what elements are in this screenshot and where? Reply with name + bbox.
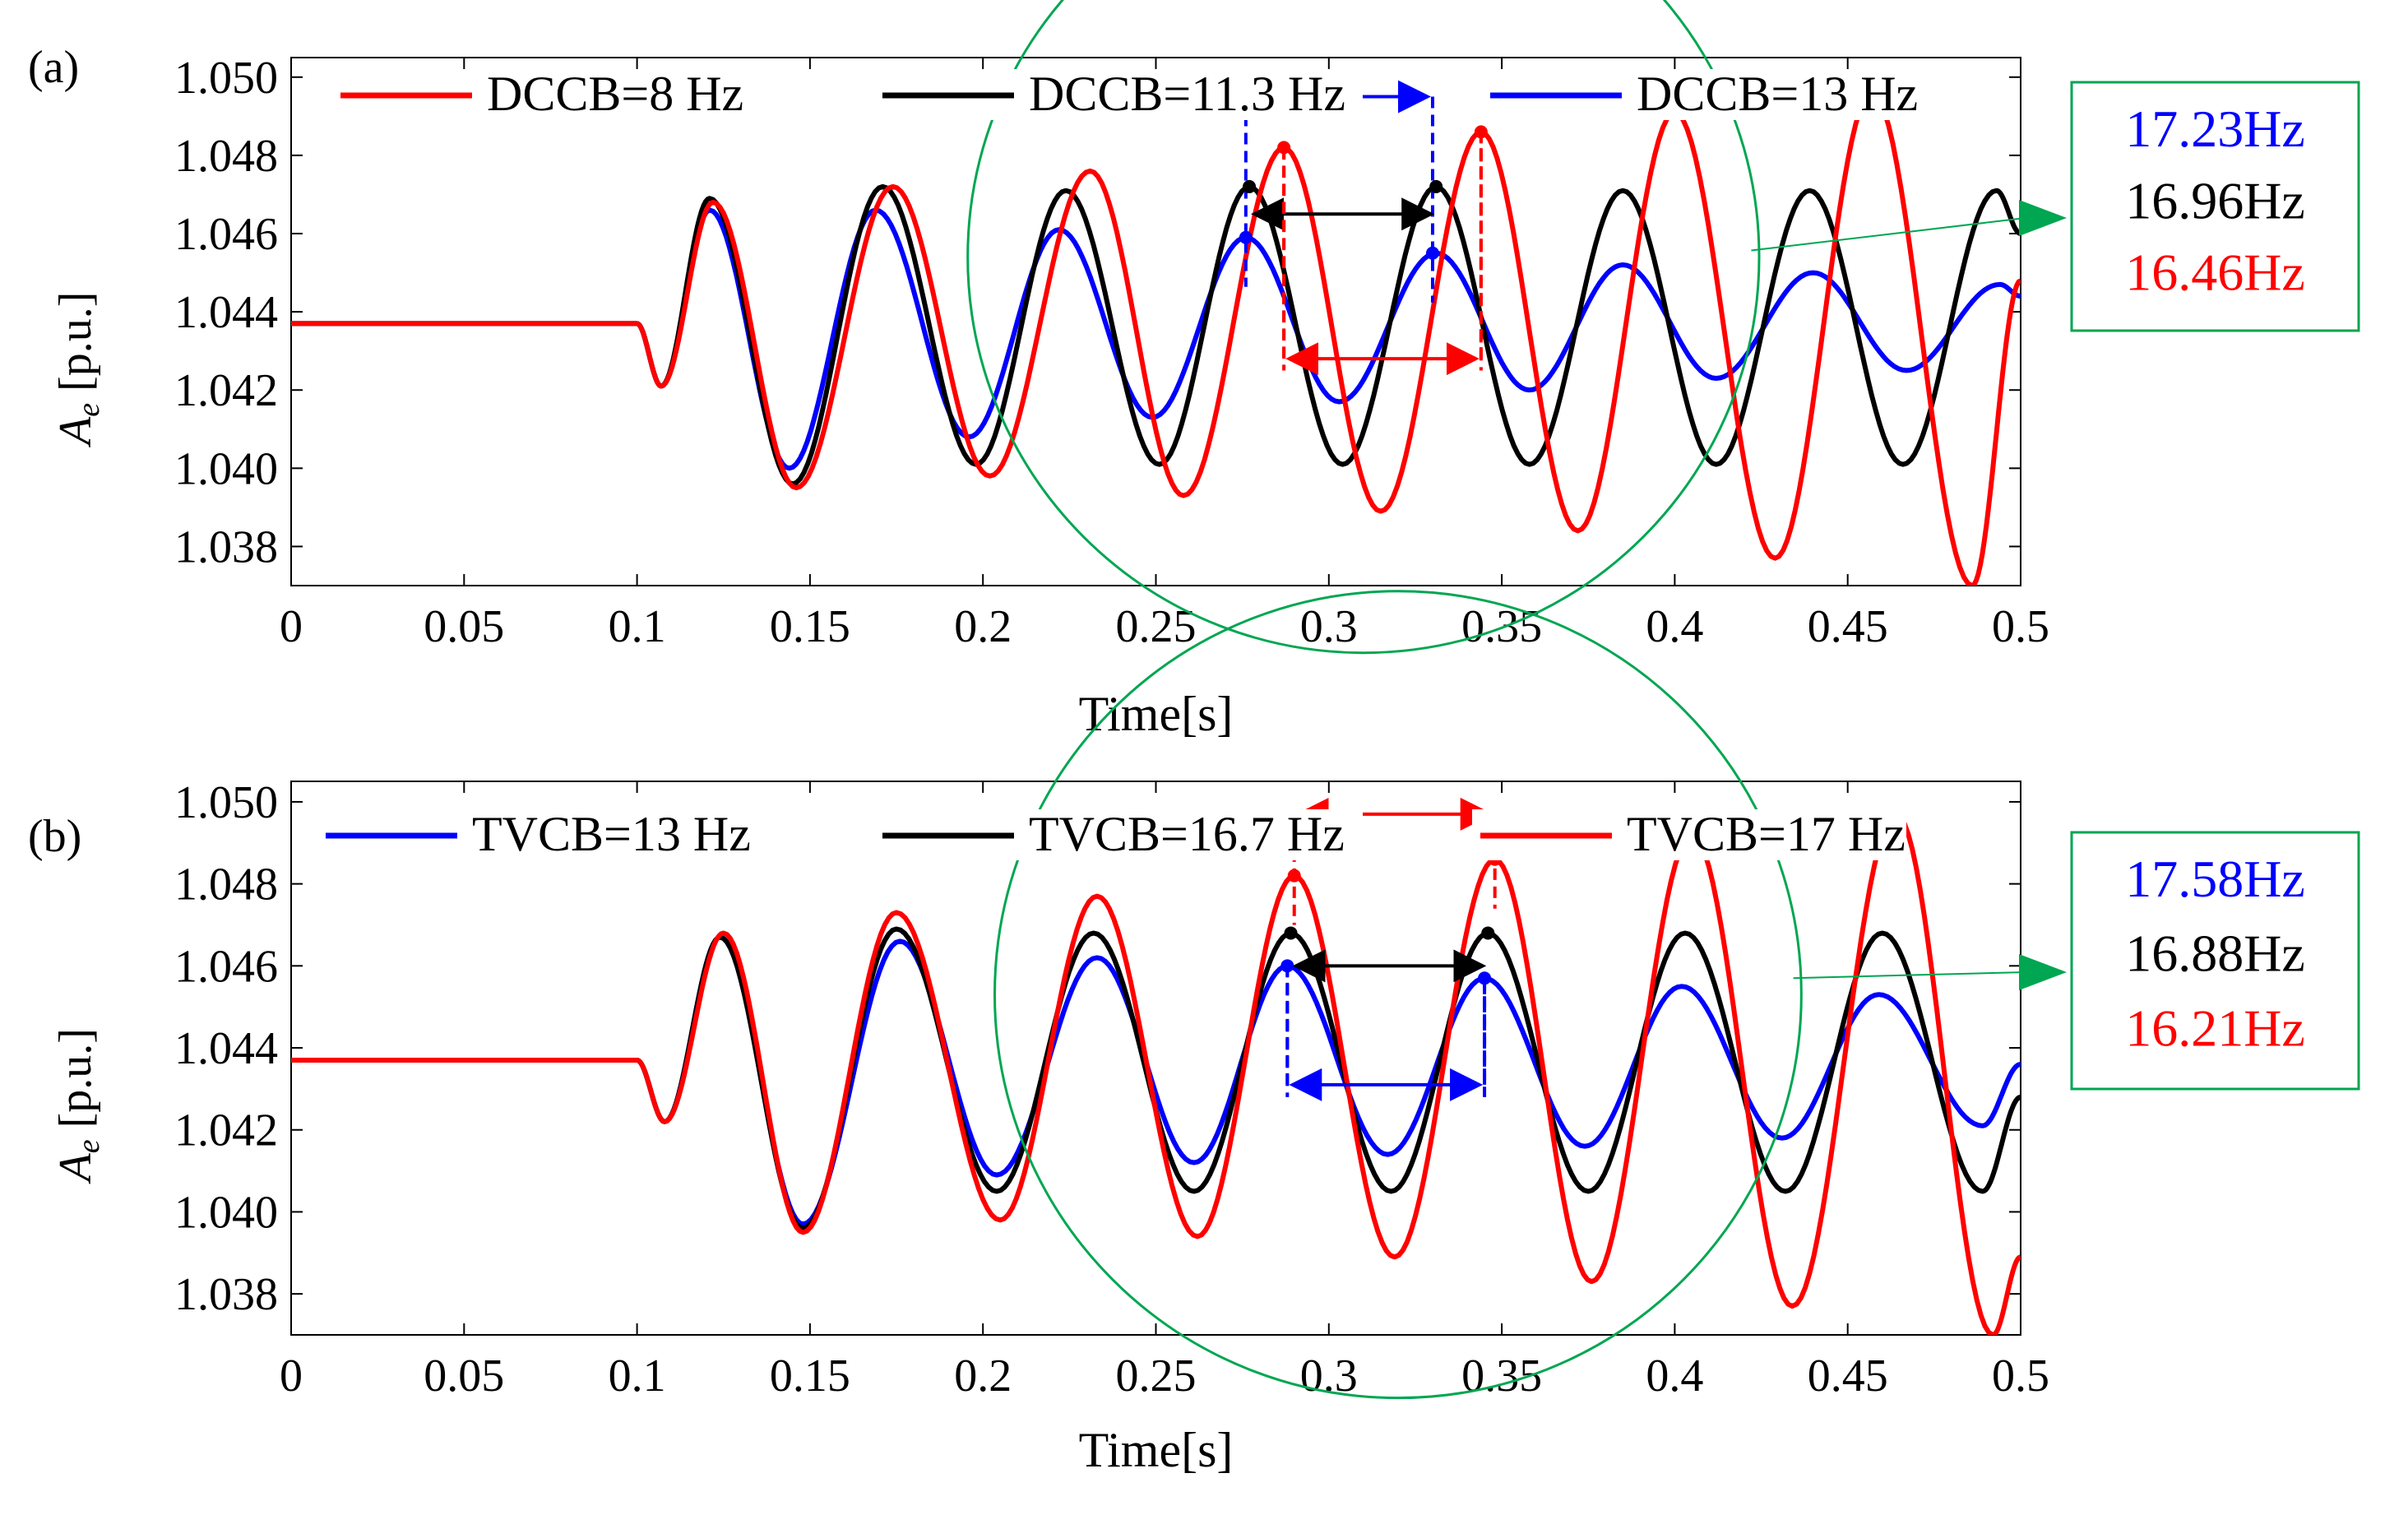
peak-dot xyxy=(1481,926,1495,940)
period-marker-red xyxy=(1277,125,1488,376)
frequency-value-red: 16.46Hz xyxy=(2125,243,2305,302)
period-marker-blue xyxy=(1239,80,1439,303)
x-tick-label: 0.25 xyxy=(1116,1351,1197,1401)
legend-label: DCCB=11.3 Hz xyxy=(1029,67,1345,121)
peak-dot xyxy=(1429,179,1443,193)
legend-label: TVCB=13 Hz xyxy=(472,807,751,861)
x-tick-label: 0.5 xyxy=(1992,1351,2049,1401)
y-tick-label: 1.044 xyxy=(174,287,278,338)
x-axis-label: Time[s] xyxy=(1079,1423,1234,1477)
series-lines xyxy=(291,90,2021,586)
highlight-circle xyxy=(966,0,1761,655)
x-tick-label: 0 xyxy=(280,1351,303,1401)
x-tick-label: 0.15 xyxy=(770,601,850,652)
y-tick-label: 1.044 xyxy=(174,1023,278,1074)
y-tick-label: 1.048 xyxy=(174,131,278,182)
panel-b: (b)0 0.05 0.1 0.15 0.2 0.25 0.3 0.35 0.4 0.45 0.51… xyxy=(28,590,2360,1477)
y-tick-label: 1.050 xyxy=(174,777,278,828)
legend-item-black: TVCB=16.7 Hz xyxy=(874,807,1363,861)
frequency-value-red: 16.21Hz xyxy=(2125,998,2305,1057)
peak-dot xyxy=(1243,179,1257,193)
y-tick-label: 1.038 xyxy=(174,521,278,572)
series-line-black xyxy=(291,926,2021,1231)
pointer-arrowhead xyxy=(2019,200,2067,236)
pointer-line xyxy=(1751,217,2026,252)
x-tick-label: 0.4 xyxy=(1646,1351,1703,1401)
frequency-box xyxy=(2070,831,2360,1091)
frequency-value-black: 16.88Hz xyxy=(2125,924,2305,983)
peak-dot xyxy=(1287,869,1301,883)
pointer-line xyxy=(1793,971,2026,980)
peak-dot xyxy=(1239,230,1253,244)
y-axis-label: Ae [p.u.] xyxy=(50,292,106,448)
y-tick-label: 1.038 xyxy=(174,1269,278,1320)
legend-item-black: DCCB=11.3 Hz xyxy=(874,67,1363,121)
period-marker-black xyxy=(1284,926,1495,983)
peak-dot xyxy=(1425,246,1439,260)
x-tick-label: 0.15 xyxy=(770,1351,850,1401)
panel-a: (a)0 0.05 0.1 0.15 0.2 0.25 0.3 0.35 0.4 0.45 0.51… xyxy=(28,0,2360,741)
x-tick-label: 0.3 xyxy=(1300,601,1358,652)
series-line-red xyxy=(291,811,2021,1335)
highlight-circle xyxy=(993,590,1803,1400)
x-tick-label: 0.2 xyxy=(954,1351,1012,1401)
legend-label: TVCB=17 Hz xyxy=(1627,807,1906,861)
legend-label: TVCB=16.7 Hz xyxy=(1029,807,1345,861)
legend-label: DCCB=13 Hz xyxy=(1637,67,1918,121)
peak-dot xyxy=(1277,141,1291,155)
peak-dot xyxy=(1280,959,1294,973)
peak-dot xyxy=(1478,971,1492,985)
x-tick-label: 0.45 xyxy=(1808,601,1888,652)
x-tick-label: 0.2 xyxy=(954,601,1012,652)
y-axis-label: Ae [p.u.] xyxy=(50,1028,106,1184)
y-tick-label: 1.040 xyxy=(174,443,278,494)
y-tick-label: 1.046 xyxy=(174,209,278,260)
x-tick-label: 0.5 xyxy=(1992,601,2049,652)
y-tick-label: 1.050 xyxy=(174,53,278,104)
series-lines xyxy=(291,811,2021,1335)
x-tick-label: 0.1 xyxy=(609,1351,666,1401)
series-line-blue xyxy=(291,934,2021,1227)
x-tick-label: 0.05 xyxy=(424,1351,504,1401)
y-tick-label: 1.048 xyxy=(174,859,278,910)
period-marker-black xyxy=(1243,179,1443,231)
panel-label: (a) xyxy=(28,42,79,93)
panel-label: (b) xyxy=(28,811,81,862)
y-tick-label: 1.046 xyxy=(174,941,278,992)
legend-item-blue: DCCB=13 Hz xyxy=(1482,67,1918,121)
peak-dot xyxy=(1284,926,1298,940)
pointer-arrowhead xyxy=(2019,954,2067,990)
frequency-value-blue: 17.23Hz xyxy=(2125,100,2305,158)
peak-dot xyxy=(1474,125,1488,139)
x-tick-label: 0 xyxy=(280,601,303,652)
x-tick-label: 0.4 xyxy=(1646,601,1703,652)
frequency-value-black: 16.96Hz xyxy=(2125,171,2305,229)
legend-label: DCCB=8 Hz xyxy=(487,67,743,121)
x-tick-label: 0.05 xyxy=(424,601,504,652)
x-tick-label: 0.1 xyxy=(609,601,666,652)
legend-item-red: DCCB=8 Hz xyxy=(332,67,743,121)
y-tick-label: 1.042 xyxy=(174,1105,278,1156)
legend-item-red: TVCB=17 Hz xyxy=(1472,807,1906,861)
period-marker-blue xyxy=(1280,959,1492,1101)
frequency-box xyxy=(2070,81,2360,332)
frequency-value-blue: 17.58Hz xyxy=(2125,850,2305,908)
legend-item-blue: TVCB=13 Hz xyxy=(317,807,752,861)
y-tick-label: 1.042 xyxy=(174,365,278,416)
y-tick-label: 1.040 xyxy=(174,1187,278,1238)
x-axis-label: Time[s] xyxy=(1079,687,1234,741)
x-tick-label: 0.45 xyxy=(1808,1351,1888,1401)
